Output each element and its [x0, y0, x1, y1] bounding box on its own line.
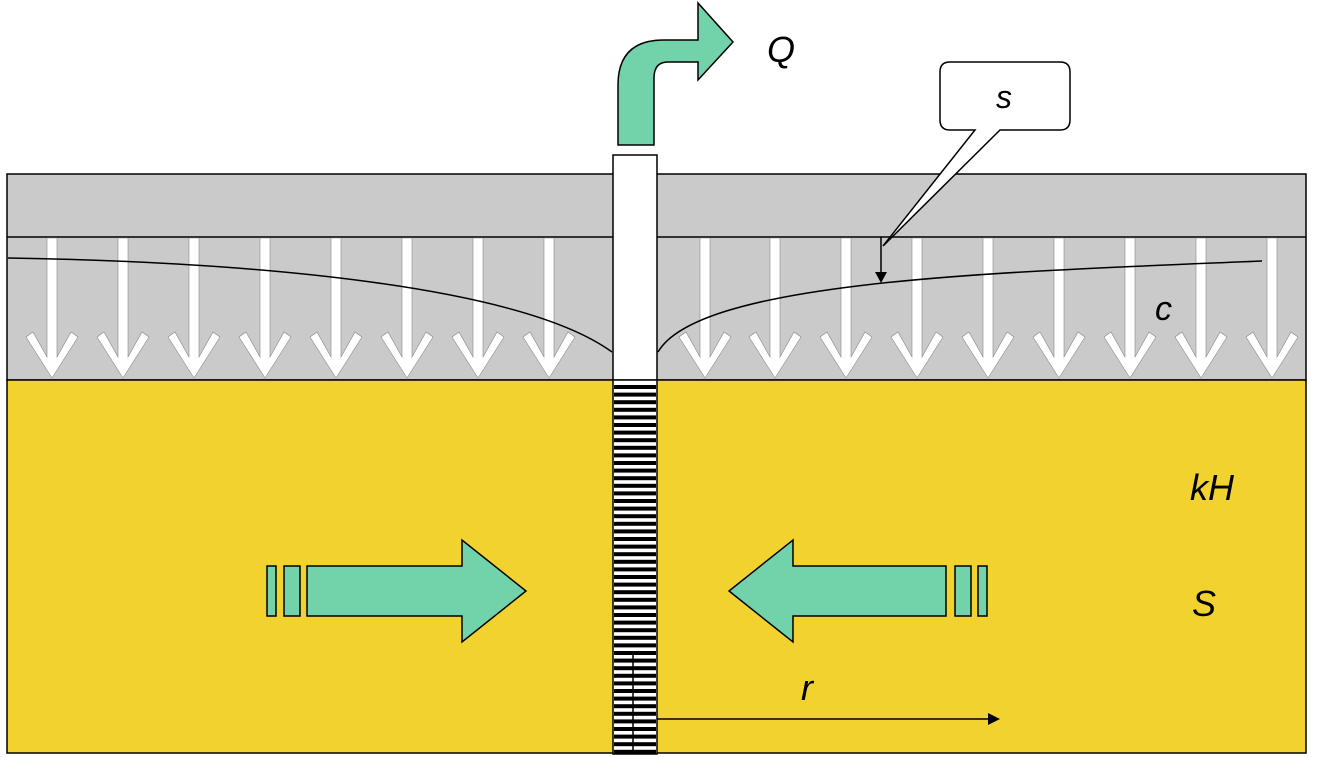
screen-slot: [614, 392, 656, 397]
screen-slot: [614, 453, 656, 458]
screen-slot: [614, 521, 656, 526]
screen-slot: [614, 476, 656, 481]
screen-slot: [614, 711, 656, 716]
drawdown-label: s: [996, 79, 1012, 115]
radius-label: r: [801, 667, 815, 708]
screen-slot: [614, 651, 656, 655]
leakage-arrow: [96, 237, 150, 379]
leakage-arrow: [522, 237, 576, 379]
screen-slot: [614, 438, 656, 443]
leakage-arrows: [25, 237, 1299, 379]
screen-slot: [614, 658, 656, 663]
screen-slot: [614, 559, 656, 564]
leakage-arrow: [678, 237, 732, 379]
screen-slot: [614, 407, 656, 412]
screen-slot: [614, 445, 656, 450]
screen-slot: [614, 567, 656, 572]
resistance-label: c: [1155, 290, 1172, 328]
screen-slot: [614, 423, 656, 427]
screen-slot: [614, 499, 656, 503]
screen-slot: [614, 385, 656, 389]
screen-slot: [614, 734, 656, 739]
leakage-arrow: [961, 237, 1015, 379]
leakage-arrow: [167, 237, 221, 379]
screen-slot: [614, 673, 656, 678]
leakage-arrow: [819, 237, 873, 379]
screen-slot: [614, 635, 656, 640]
screen-slot: [614, 605, 656, 610]
screen-slot: [614, 719, 656, 724]
screen-slot: [614, 689, 656, 693]
leakage-arrow: [309, 237, 363, 379]
leakage-arrow: [890, 237, 944, 379]
screen-slot: [614, 643, 656, 648]
screen-slot: [614, 461, 656, 465]
screen-slot: [614, 628, 656, 633]
leakage-arrow: [1103, 237, 1157, 379]
screen-slot: [614, 681, 656, 686]
screen-slot: [614, 529, 656, 534]
screen-slot: [614, 590, 656, 595]
screen-slot: [614, 666, 656, 671]
screen-slot: [614, 613, 656, 617]
leakage-arrow: [238, 237, 292, 379]
well-casing: [612, 154, 658, 381]
screen-slot: [614, 582, 656, 587]
leakage-arrow: [380, 237, 434, 379]
flow-arrow-right: [727, 538, 988, 644]
discharge-arrow: [617, 1, 735, 146]
well-screen: [612, 379, 658, 755]
radius-arrowhead: [988, 713, 1000, 725]
screen-slot: [614, 749, 656, 754]
screen-slot: [614, 491, 656, 496]
drawdown-curve-left: [7, 257, 613, 353]
screen-slot: [614, 704, 656, 709]
drawdown-indicator-arrowhead: [875, 272, 887, 283]
storage-label: S: [1192, 583, 1216, 624]
leakage-arrow: [1032, 237, 1086, 379]
leakage-arrow: [25, 237, 79, 379]
screen-slot: [614, 430, 656, 435]
transmissivity-label: kH: [1190, 467, 1235, 508]
screen-slot: [614, 544, 656, 549]
drawdown-curve-right: [657, 260, 1263, 353]
screen-slot: [614, 537, 656, 541]
screen-slot: [614, 597, 656, 602]
screen-slot: [614, 696, 656, 701]
screen-slot: [614, 552, 656, 557]
screen-slot: [614, 483, 656, 488]
screen-slot: [614, 506, 656, 511]
discharge-label: Q: [767, 29, 795, 70]
leakage-arrow: [1245, 237, 1299, 379]
screen-slot: [614, 575, 656, 579]
screen-slot: [614, 727, 656, 731]
leakage-arrow: [451, 237, 505, 379]
screen-slot: [614, 620, 656, 625]
screen-slot: [614, 514, 656, 519]
screen-slot: [614, 742, 656, 747]
screen-slot: [614, 415, 656, 420]
flow-arrow-left: [266, 538, 528, 644]
drawdown-callout: [882, 61, 1071, 247]
screen-slot: [614, 468, 656, 473]
leakage-arrow: [1174, 237, 1228, 379]
screen-slot: [614, 400, 656, 405]
